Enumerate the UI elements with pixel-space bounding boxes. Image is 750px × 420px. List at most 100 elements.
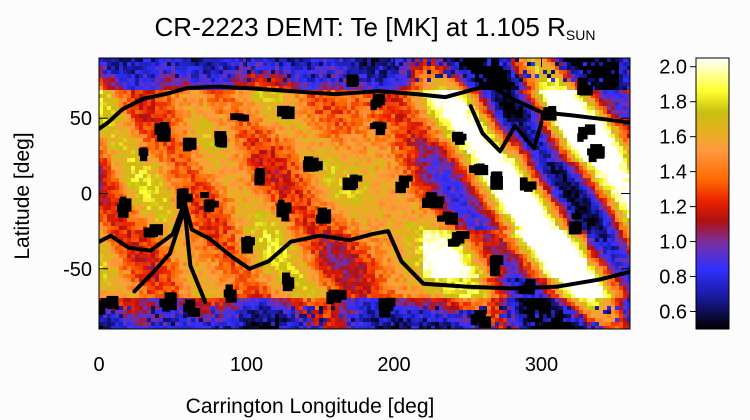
heatmap-cell (183, 130, 188, 135)
heatmap-cell (247, 70, 252, 75)
heatmap-cell (203, 114, 208, 119)
heatmap-cell (571, 198, 576, 203)
heatmap-cell (435, 98, 440, 103)
heatmap-cell (547, 134, 552, 139)
heatmap-cell (235, 178, 240, 183)
heatmap-cell (143, 130, 148, 135)
heatmap-cell (135, 118, 140, 123)
heatmap-cell (467, 114, 472, 119)
heatmap-cell (347, 170, 352, 175)
heatmap-cell (323, 66, 328, 71)
heatmap-cell (563, 78, 568, 83)
heatmap-cell (275, 94, 280, 99)
heatmap-cell (383, 178, 388, 183)
heatmap-cell (283, 182, 288, 187)
heatmap-cell (347, 130, 352, 135)
heatmap-cell (447, 142, 452, 147)
heatmap-cell (267, 138, 272, 143)
heatmap-cell (491, 82, 496, 87)
heatmap-cell (243, 206, 248, 211)
heatmap-cell (331, 66, 336, 71)
heatmap-cell (147, 150, 152, 155)
heatmap-cell (119, 174, 124, 179)
heatmap-cell (215, 122, 220, 127)
heatmap-cell (595, 126, 600, 131)
heatmap-cell (127, 126, 132, 131)
heatmap-cell (151, 110, 156, 115)
heatmap-cell (459, 166, 464, 171)
heatmap-cell (211, 134, 216, 139)
heatmap-cell (415, 146, 420, 151)
heatmap-cell (447, 134, 452, 139)
heatmap-cell (395, 150, 400, 155)
heatmap-cell (143, 206, 148, 211)
heatmap-cell (331, 70, 336, 75)
heatmap-cell (547, 150, 552, 155)
heatmap-cell (107, 190, 112, 195)
heatmap-cell (367, 206, 372, 211)
heatmap-cell (131, 138, 136, 143)
heatmap-cell (271, 98, 276, 103)
heatmap-cell (223, 154, 228, 159)
heatmap-cell (107, 170, 112, 175)
heatmap-cell (547, 78, 552, 83)
heatmap-cell (407, 142, 412, 147)
heatmap-cell (439, 106, 444, 111)
heatmap-cell (443, 82, 448, 87)
heatmap-cell (147, 158, 152, 163)
heatmap-cell (207, 174, 212, 179)
heatmap-cell (135, 206, 140, 211)
heatmap-cell (491, 94, 496, 99)
heatmap-cell (107, 134, 112, 139)
heatmap-cell (339, 118, 344, 123)
heatmap-cell (523, 202, 528, 207)
heatmap-cell (235, 146, 240, 151)
heatmap-cell (335, 198, 340, 203)
heatmap-cell (527, 130, 532, 135)
heatmap-cell (295, 82, 300, 87)
heatmap-cell (303, 146, 308, 151)
heatmap-cell (207, 70, 212, 75)
heatmap-cell (603, 58, 608, 63)
heatmap-cell (367, 94, 372, 99)
heatmap-cell (543, 174, 548, 179)
heatmap-cell (463, 70, 468, 75)
heatmap-cell (327, 58, 332, 63)
heatmap-cell (307, 150, 312, 155)
heatmap-cell (599, 138, 604, 143)
heatmap-cell (607, 106, 612, 111)
heatmap-cell (551, 142, 556, 147)
heatmap-cell (411, 170, 416, 175)
heatmap-cell (419, 74, 424, 79)
heatmap-cell (119, 138, 124, 143)
heatmap-cell (143, 174, 148, 179)
heatmap-cell (551, 194, 556, 199)
heatmap-cell (115, 94, 120, 99)
heatmap-cell (303, 86, 308, 91)
heatmap-cell (347, 142, 352, 147)
heatmap-cell (195, 138, 200, 143)
heatmap-cell (439, 174, 444, 179)
heatmap-cell (303, 154, 308, 159)
heatmap-cell (559, 98, 564, 103)
heatmap-cell (287, 198, 292, 203)
heatmap-cell (227, 198, 232, 203)
heatmap-cell (519, 162, 524, 167)
heatmap-cell (343, 78, 348, 83)
heatmap-cell (539, 138, 544, 143)
heatmap-cell (607, 186, 612, 191)
heatmap-cell (387, 134, 392, 139)
heatmap-cell (335, 146, 340, 151)
heatmap-cell (595, 82, 600, 87)
heatmap-cell (511, 150, 516, 155)
heatmap-cell (147, 122, 152, 127)
heatmap-cell (579, 94, 584, 99)
heatmap-cell (283, 142, 288, 147)
heatmap-cell (227, 190, 232, 195)
heatmap-cell (211, 74, 216, 79)
heatmap-cell (283, 82, 288, 87)
heatmap-cell (223, 122, 228, 127)
heatmap-cell (483, 90, 488, 95)
heatmap-cell (603, 174, 608, 179)
heatmap-cell (615, 182, 620, 187)
